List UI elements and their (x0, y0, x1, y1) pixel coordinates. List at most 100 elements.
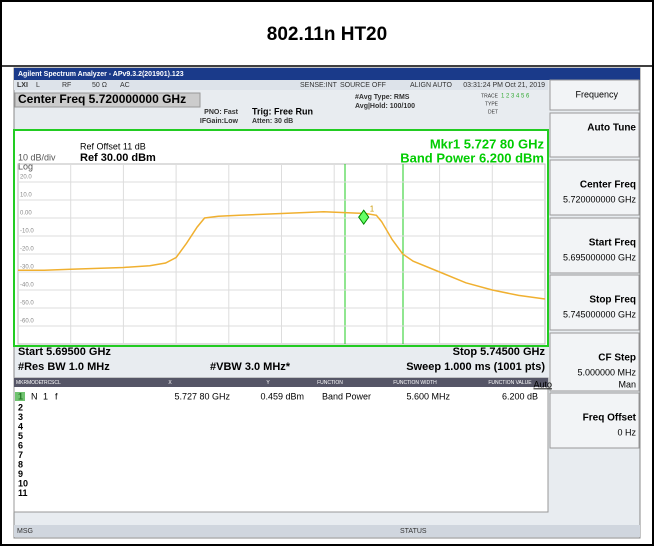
center-freq: Center Freq 5.720000000 GHz (18, 92, 186, 106)
ref-level: Ref 30.00 dBm (80, 152, 156, 164)
y-tick-label: -50.0 (20, 301, 34, 307)
row-number: 10 (18, 478, 28, 488)
softkey-label: Auto Tune (587, 123, 636, 134)
y-tick-label: -60.0 (20, 319, 34, 325)
band-power: Band Power 6.200 dBm (400, 150, 544, 165)
softkey-value: 5.745000000 GHz (563, 309, 637, 319)
marker-readout: Mkr1 5.727 80 GHz (430, 136, 545, 151)
y-tick-label: -40.0 (20, 283, 34, 289)
softkey[interactable] (549, 332, 640, 392)
toolbar-item: RF (62, 82, 71, 89)
softkey[interactable] (549, 217, 640, 274)
softkey-value: 5.720000000 GHz (563, 194, 637, 204)
type-label: TYPE (485, 101, 499, 107)
row-number: 9 (18, 469, 23, 479)
toolbar-item: AC (120, 82, 130, 89)
table-header-cell: SCL (51, 380, 61, 386)
toolbar-item: 03:31:24 PM Oct 21, 2019 (463, 82, 545, 89)
status-bar (14, 525, 640, 537)
marker (358, 209, 370, 226)
trig: Trig: Free Run (252, 106, 313, 116)
trace-label: TRACE (481, 93, 499, 99)
softkey-value: 5.695000000 GHz (563, 252, 637, 262)
table-header-cell: MKR (16, 380, 28, 386)
table-header (14, 378, 548, 387)
ref-offset: Ref Offset 11 dB (80, 141, 146, 151)
softkey-label: Stop Freq (589, 295, 636, 306)
table-cell: Band Power (322, 391, 371, 401)
table-cell: 0.459 dBm (260, 391, 304, 401)
marker-label: 1 (370, 204, 375, 213)
y-tick-label: -20.0 (20, 247, 34, 253)
plot: 20.0 10.0 0.00 -10.0 -20.0 -30.0 -40.0 -50.0 -60… (18, 175, 546, 327)
pno: PNO: Fast (204, 109, 239, 116)
y-tick-label: 20.0 (20, 175, 32, 181)
row-number: 6 (18, 440, 23, 450)
softkey-label: Frequency (575, 89, 618, 99)
row-number: 8 (18, 459, 23, 469)
scale: 10 dB/div (18, 152, 56, 162)
table-cell: f (55, 391, 58, 401)
softkey-option: Auto (533, 379, 552, 389)
stop-freq: Stop 5.74500 GHz (453, 346, 546, 358)
table-header-cell: FUNCTION WIDTH (393, 380, 437, 386)
y-tick-label: 10.0 (20, 193, 32, 199)
y-tick-label: -30.0 (20, 265, 34, 271)
softkey-label: Freq Offset (583, 413, 637, 424)
table-cell: 6.200 dB (502, 391, 538, 401)
vbw: #VBW 3.0 MHz* (210, 361, 291, 373)
toolbar-item: SOURCE OFF (340, 82, 386, 89)
softkey[interactable] (549, 159, 640, 216)
softkey-label: CF Step (598, 353, 636, 364)
center-freq-box (14, 92, 201, 108)
app-title: Agilent Spectrum Analyzer - APv9.3.2(201… (18, 71, 184, 78)
ifgain: IFGain:Low (200, 118, 239, 125)
table-header-cell: FUNCTION VALUE (488, 380, 532, 386)
start-freq: Start 5.69500 GHz (18, 346, 111, 358)
page-title: 802.11n HT20 (267, 24, 387, 45)
status: STATUS (400, 528, 427, 535)
table-header-cell: TRC (41, 380, 52, 386)
log: Log (18, 161, 33, 171)
avg-hold: Avg|Hold: 100/100 (355, 103, 415, 110)
trace-nums: 1 2 3 4 5 6 (501, 94, 530, 100)
table-cell: 1 (43, 391, 48, 401)
toolbar (14, 80, 548, 90)
y-tick-label: 0.00 (20, 211, 32, 217)
msg: MSG (17, 528, 33, 535)
softkey[interactable] (549, 79, 640, 111)
toolbar-item: 50 Ω (92, 82, 107, 89)
toolbar-item: LXI (17, 82, 28, 89)
avg-type: #Avg Type: RMS (355, 94, 410, 101)
y-tick-label: -10.0 (20, 229, 34, 235)
table-header-cell: Y (266, 380, 270, 386)
table-header-cell: MODE (27, 380, 43, 386)
softkey-value: 5.000000 MHz (577, 367, 636, 377)
softkey-option: Man (618, 379, 636, 389)
atten: Atten: 30 dB (252, 118, 293, 125)
table-cell: 5.727 80 GHz (174, 391, 230, 401)
softkey-label: Center Freq (580, 180, 636, 191)
toolbar-item: ALIGN AUTO (410, 82, 452, 89)
marker-table (13, 377, 549, 513)
softkey-value: 0 Hz (617, 427, 636, 437)
softkey[interactable] (549, 274, 640, 331)
row-number: 7 (18, 450, 23, 460)
row-highlight (15, 392, 25, 401)
toolbar-item: SENSE:INT (300, 82, 338, 89)
table-cell: 5.600 MHz (406, 391, 450, 401)
row-number: 2 (18, 402, 23, 412)
table-header-cell: FUNCTION (317, 380, 343, 386)
toolbar-item: L (36, 82, 40, 89)
softkey-label: Start Freq (589, 238, 636, 249)
row-number: 4 (18, 421, 23, 431)
rbw: #Res BW 1.0 MHz (18, 361, 110, 373)
softkey[interactable] (549, 392, 640, 449)
softkey-panel: Frequency Auto Tune Center Freq 5.720000000… (533, 79, 640, 449)
det-label: DET (488, 109, 498, 115)
table-body: MKR MODE TRC SCL X Y FUNCTION FUNCTION WIDTH FUN… (15, 380, 538, 498)
row-number: 11 (18, 488, 28, 498)
softkey[interactable] (549, 112, 640, 158)
